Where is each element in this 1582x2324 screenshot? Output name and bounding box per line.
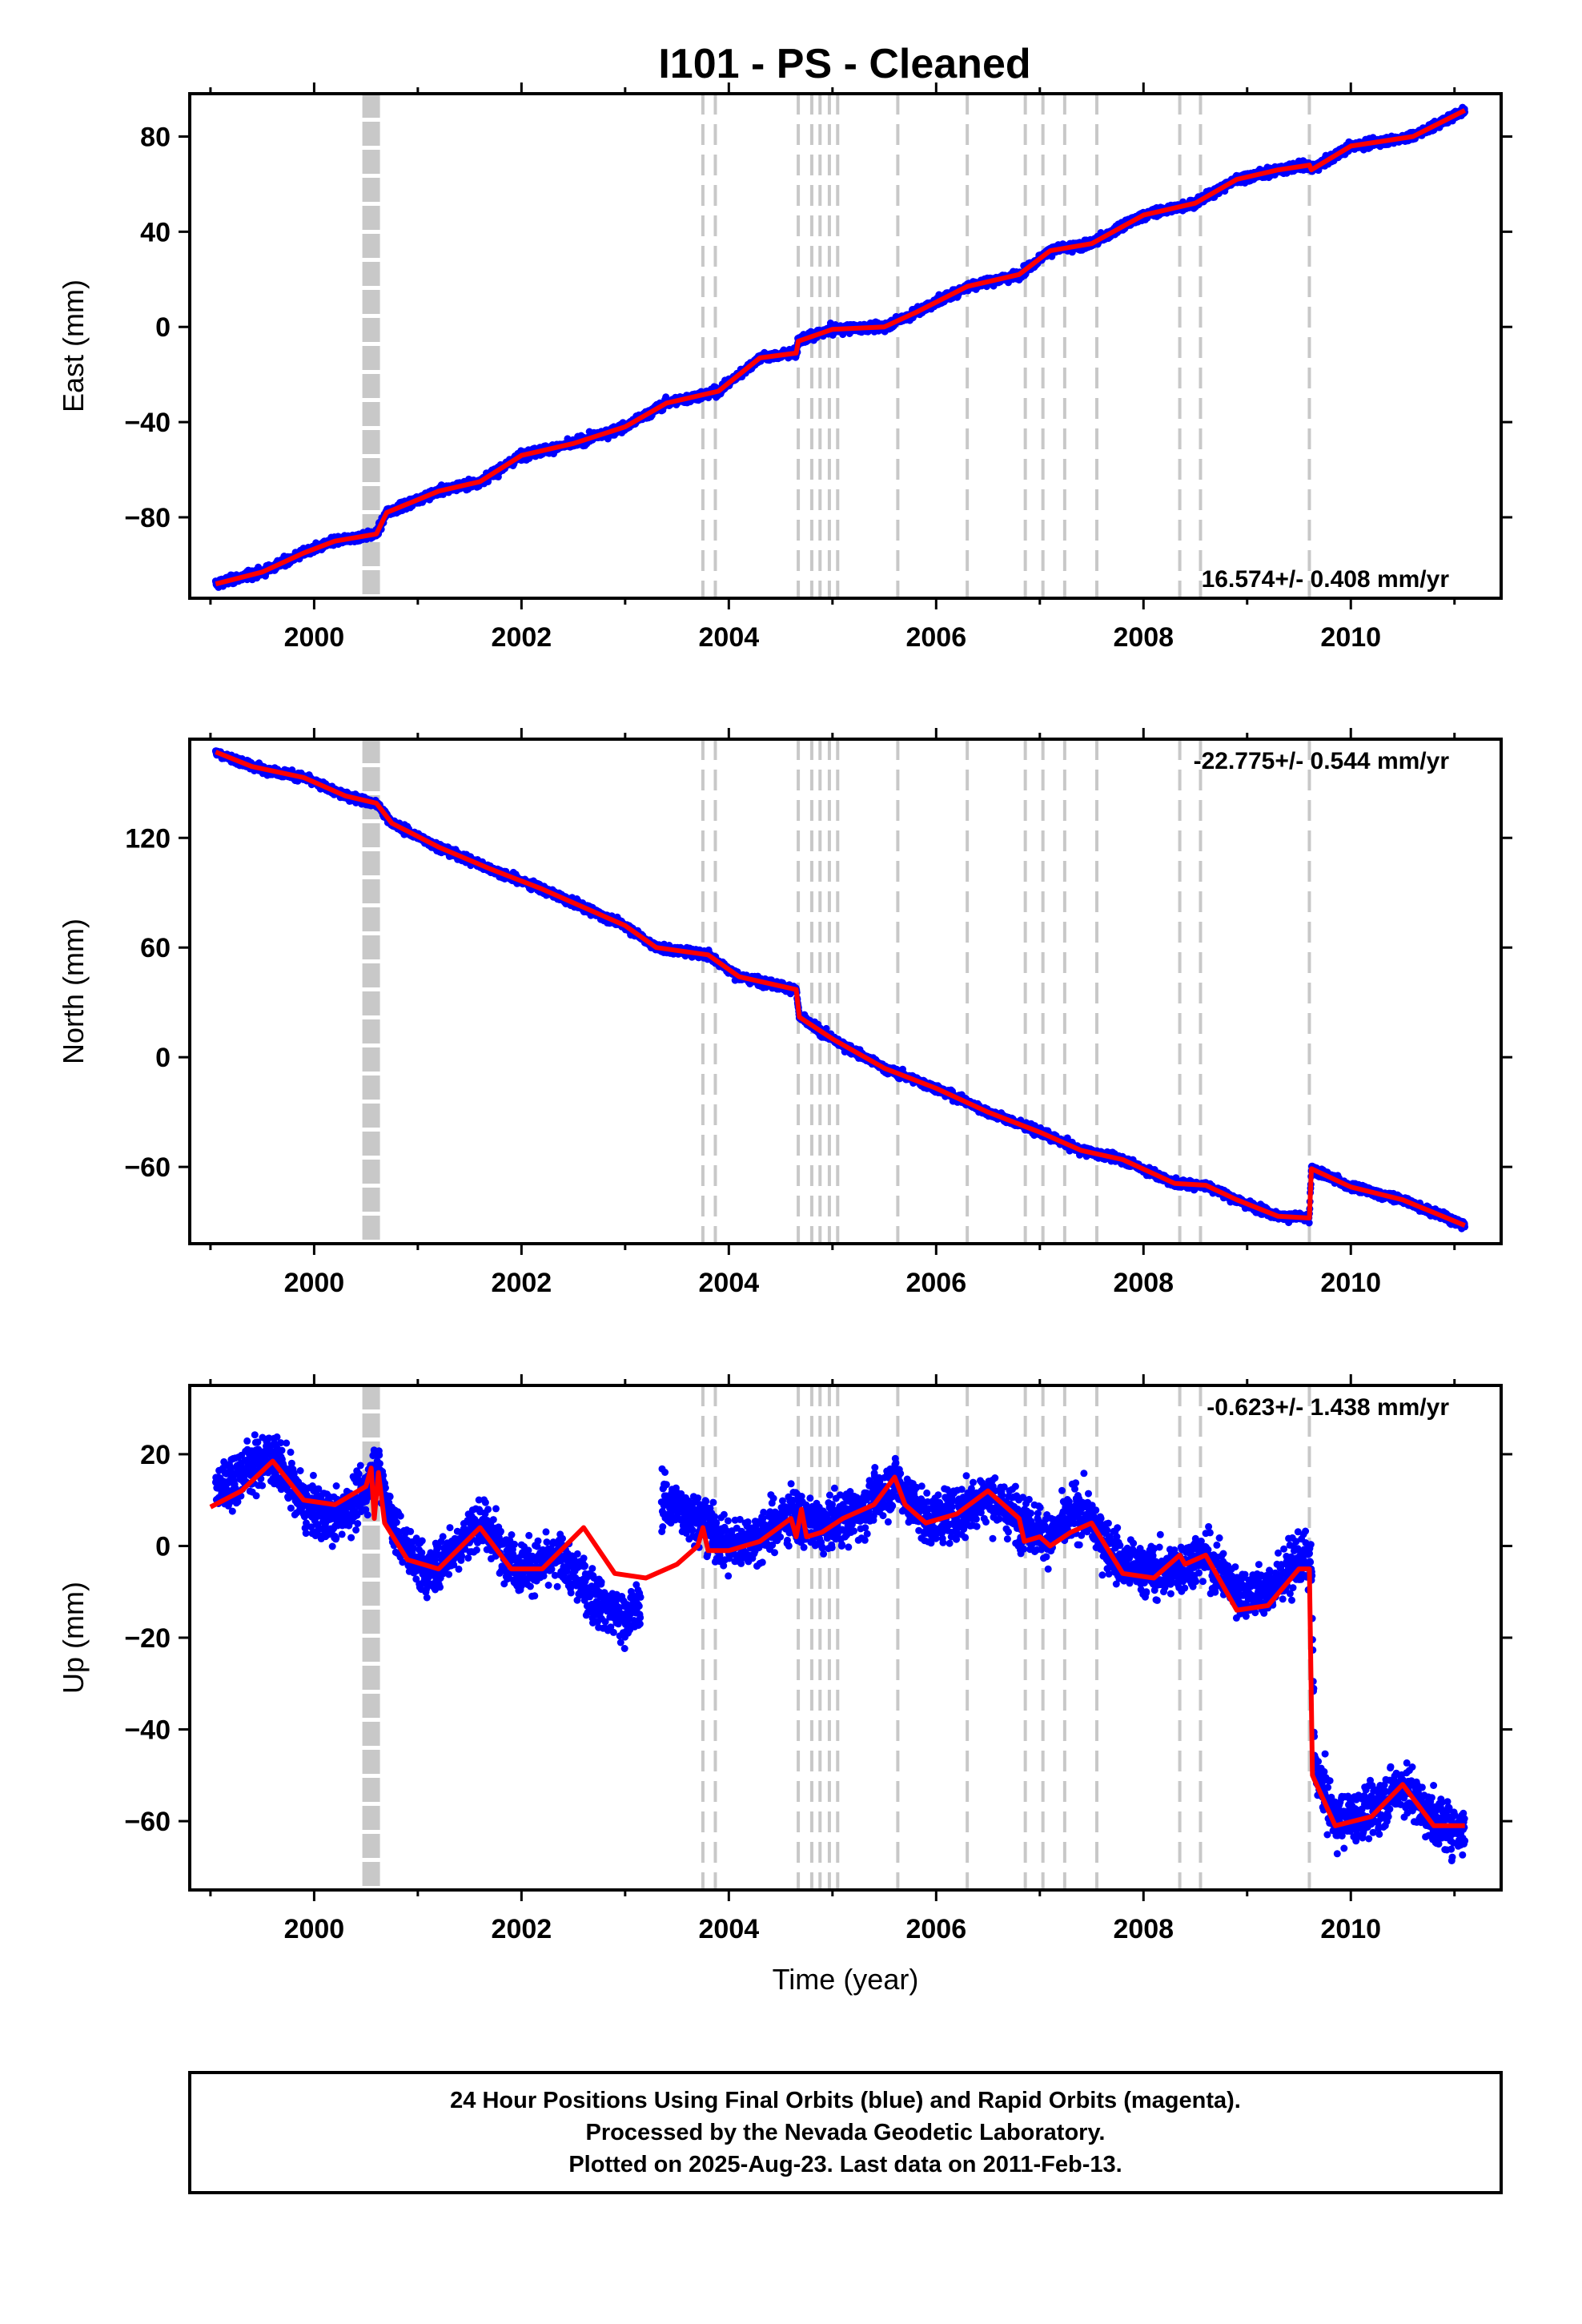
east-y-tick-label: 80 bbox=[140, 122, 171, 152]
east-x-tick-label: 2010 bbox=[1320, 622, 1381, 653]
north-event-lines bbox=[362, 739, 1311, 1244]
east-x-axis: 2000 2002 2004 2006 2008 2010 bbox=[209, 82, 1456, 653]
east-panel: 2000 2002 2004 2006 2008 2010 −80 −40 0 40 80 Eas… bbox=[57, 82, 1512, 653]
east-x-tick-label: 2008 bbox=[1113, 622, 1174, 653]
east-x-tick-label: 2002 bbox=[492, 622, 552, 653]
east-fit-line bbox=[215, 108, 1467, 587]
east-x-tick-label: 2004 bbox=[699, 622, 760, 653]
east-y-label: East (mm) bbox=[57, 279, 90, 412]
east-points bbox=[211, 103, 1469, 591]
east-y-tick-label: 40 bbox=[140, 217, 171, 247]
east-event-lines bbox=[362, 94, 1311, 598]
east-rate-label: 16.574+/- 0.408 mm/yr bbox=[1202, 566, 1450, 593]
chart-title: I101 - PS - Cleaned bbox=[658, 41, 1030, 87]
east-y-tick-label: 0 bbox=[155, 312, 171, 343]
north-points bbox=[211, 747, 1469, 1232]
east-x-tick-label: 2000 bbox=[284, 622, 345, 653]
east-y-axis: −80 −40 0 40 80 bbox=[124, 122, 1512, 533]
east-y-tick-label: −80 bbox=[124, 503, 171, 533]
east-y-tick-label: −40 bbox=[124, 408, 171, 438]
east-frame bbox=[188, 92, 1503, 600]
east-x-tick-label: 2006 bbox=[905, 622, 966, 653]
